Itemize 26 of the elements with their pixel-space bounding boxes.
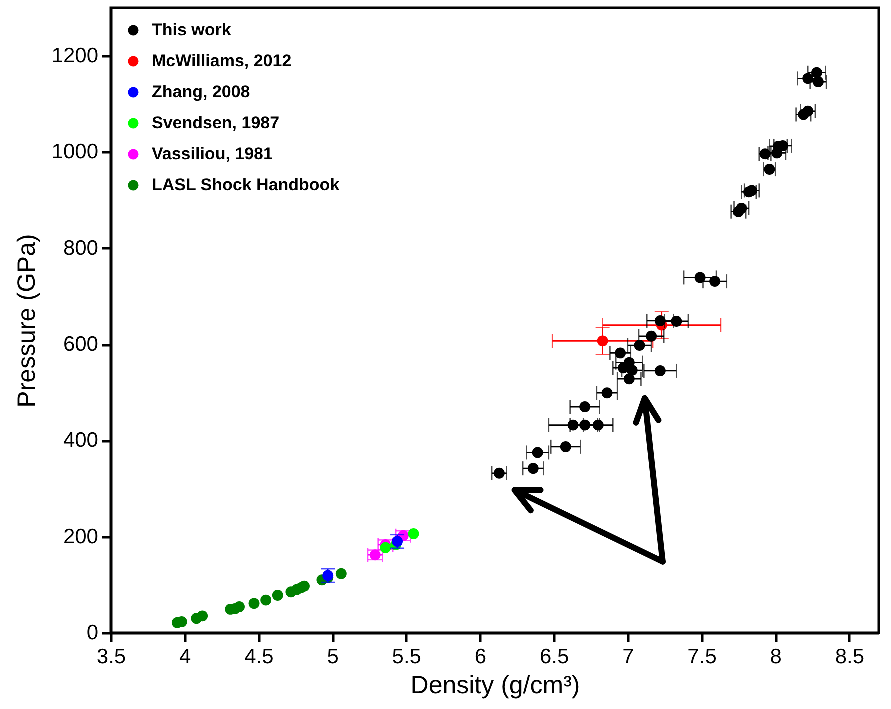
legend-label: Svendsen, 1987 xyxy=(152,114,280,132)
legend-label: This work xyxy=(152,20,232,40)
y-tick-label: 200 xyxy=(63,525,98,548)
y-axis-title: Pressure (GPa) xyxy=(12,234,41,408)
x-tick-label: 6.5 xyxy=(540,646,570,668)
x-tick-label: 5.5 xyxy=(392,646,422,668)
legend-label: McWilliams, 2012 xyxy=(152,52,292,70)
x-tick-label: 7.5 xyxy=(688,646,717,668)
x-tick-label: 8.5 xyxy=(835,646,865,668)
x-tick-label: 5 xyxy=(327,646,339,668)
y-tick-label: 1000 xyxy=(52,140,98,164)
legend-label: Zhang, 2008 xyxy=(152,82,250,102)
x-tick-label: 6 xyxy=(474,646,487,668)
y-tick-label: 1200 xyxy=(52,44,98,68)
x-tick-label: 8 xyxy=(770,646,782,668)
x-tick-label: 3.5 xyxy=(96,646,126,668)
x-axis-title: Density (g/cm³) xyxy=(410,672,580,700)
y-tick-label: 800 xyxy=(63,236,98,260)
legend-label: Vassiliou, 1981 xyxy=(152,144,273,164)
y-tick-label: 600 xyxy=(63,333,98,356)
x-tick-label: 4.5 xyxy=(244,646,274,668)
x-tick-label: 7 xyxy=(622,646,634,668)
y-tick-label: 0 xyxy=(86,622,98,644)
x-tick-label: 4 xyxy=(180,646,192,668)
legend-label: LASL Shock Handbook xyxy=(152,176,340,194)
y-tick-label: 400 xyxy=(63,429,98,452)
